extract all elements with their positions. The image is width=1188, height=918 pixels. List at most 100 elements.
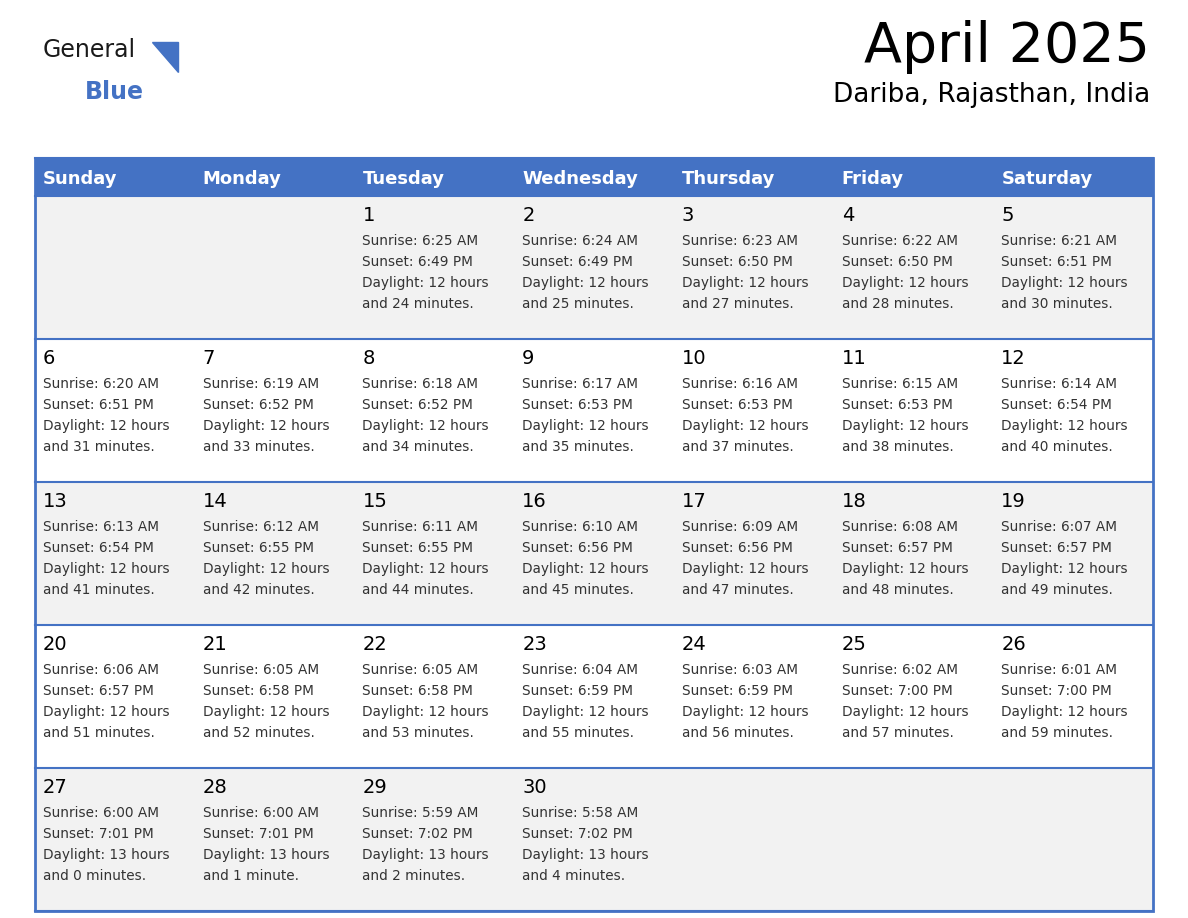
Text: Sunrise: 6:07 AM: Sunrise: 6:07 AM [1001,520,1117,534]
Text: Sunrise: 6:23 AM: Sunrise: 6:23 AM [682,234,798,248]
Text: 4: 4 [841,206,854,225]
Bar [34,625,195,768]
Text: and 47 minutes.: and 47 minutes. [682,583,794,597]
Text: and 37 minutes.: and 37 minutes. [682,440,794,454]
Text: Daylight: 12 hours: Daylight: 12 hours [1001,562,1127,576]
Text: and 25 minutes.: and 25 minutes. [523,297,634,311]
Text: Sunset: 6:50 PM: Sunset: 6:50 PM [682,255,792,269]
Text: Sunrise: 6:24 AM: Sunrise: 6:24 AM [523,234,638,248]
Bar [514,482,674,625]
Text: Sunrise: 6:08 AM: Sunrise: 6:08 AM [841,520,958,534]
Text: Sunrise: 6:02 AM: Sunrise: 6:02 AM [841,663,958,677]
Text: and 59 minutes.: and 59 minutes. [1001,726,1113,740]
Bar [514,768,674,911]
Text: Sunrise: 6:25 AM: Sunrise: 6:25 AM [362,234,479,248]
Text: Daylight: 12 hours: Daylight: 12 hours [362,419,489,433]
Bar [514,339,674,482]
Text: Sunset: 6:49 PM: Sunset: 6:49 PM [523,255,633,269]
Text: Sunrise: 6:05 AM: Sunrise: 6:05 AM [203,663,318,677]
Text: 7: 7 [203,349,215,368]
Text: Sunset: 6:52 PM: Sunset: 6:52 PM [203,398,314,412]
Text: 10: 10 [682,349,707,368]
Bar [993,768,1154,911]
Text: Sunset: 6:54 PM: Sunset: 6:54 PM [43,541,154,555]
Text: and 56 minutes.: and 56 minutes. [682,726,794,740]
Text: Wednesday: Wednesday [523,170,638,188]
Bar [34,158,1154,911]
Text: Daylight: 12 hours: Daylight: 12 hours [203,419,329,433]
Text: Sunrise: 6:14 AM: Sunrise: 6:14 AM [1001,377,1117,391]
Text: 1: 1 [362,206,374,225]
Text: Sunset: 6:57 PM: Sunset: 6:57 PM [841,541,953,555]
Text: Saturday: Saturday [1001,170,1093,188]
Text: Dariba, Rajasthan, India: Dariba, Rajasthan, India [833,82,1150,108]
Bar [195,768,354,911]
Text: Sunset: 6:59 PM: Sunset: 6:59 PM [682,684,792,698]
Text: Sunrise: 6:00 AM: Sunrise: 6:00 AM [203,806,318,820]
Text: and 1 minute.: and 1 minute. [203,869,298,883]
Text: Sunset: 6:55 PM: Sunset: 6:55 PM [362,541,474,555]
Bar [34,768,195,911]
Text: 16: 16 [523,492,546,511]
Text: and 42 minutes.: and 42 minutes. [203,583,315,597]
Bar [354,625,514,768]
Bar [993,625,1154,768]
Bar [195,158,354,196]
Text: Sunset: 6:53 PM: Sunset: 6:53 PM [682,398,792,412]
Text: General: General [43,38,137,62]
Text: Sunset: 6:51 PM: Sunset: 6:51 PM [1001,255,1112,269]
Text: and 4 minutes.: and 4 minutes. [523,869,625,883]
Text: Sunrise: 6:11 AM: Sunrise: 6:11 AM [362,520,479,534]
Text: Sunrise: 6:06 AM: Sunrise: 6:06 AM [43,663,159,677]
Text: Sunrise: 6:03 AM: Sunrise: 6:03 AM [682,663,798,677]
Bar [195,625,354,768]
Text: and 38 minutes.: and 38 minutes. [841,440,953,454]
Text: and 48 minutes.: and 48 minutes. [841,583,953,597]
Text: 9: 9 [523,349,535,368]
Text: Daylight: 12 hours: Daylight: 12 hours [841,705,968,719]
Text: Daylight: 12 hours: Daylight: 12 hours [362,276,489,290]
Text: Sunrise: 6:00 AM: Sunrise: 6:00 AM [43,806,159,820]
Bar [34,158,195,196]
Text: Daylight: 12 hours: Daylight: 12 hours [203,562,329,576]
Text: 24: 24 [682,635,707,654]
Bar [195,196,354,339]
Bar [674,482,834,625]
Text: Sunset: 6:51 PM: Sunset: 6:51 PM [43,398,154,412]
Text: Daylight: 12 hours: Daylight: 12 hours [1001,276,1127,290]
Text: Daylight: 13 hours: Daylight: 13 hours [523,848,649,862]
Bar [993,339,1154,482]
Bar [514,625,674,768]
Text: 30: 30 [523,778,546,797]
Text: 15: 15 [362,492,387,511]
Text: Sunset: 6:49 PM: Sunset: 6:49 PM [362,255,473,269]
Text: Sunset: 7:00 PM: Sunset: 7:00 PM [841,684,953,698]
Text: 22: 22 [362,635,387,654]
Bar [34,339,195,482]
Bar [354,768,514,911]
Text: Sunset: 6:50 PM: Sunset: 6:50 PM [841,255,953,269]
Text: and 57 minutes.: and 57 minutes. [841,726,954,740]
Text: Daylight: 12 hours: Daylight: 12 hours [682,276,809,290]
Text: Daylight: 12 hours: Daylight: 12 hours [43,562,170,576]
Text: 27: 27 [43,778,68,797]
Text: Sunrise: 6:10 AM: Sunrise: 6:10 AM [523,520,638,534]
Text: Daylight: 12 hours: Daylight: 12 hours [523,276,649,290]
Text: and 30 minutes.: and 30 minutes. [1001,297,1113,311]
Text: Sunrise: 6:21 AM: Sunrise: 6:21 AM [1001,234,1117,248]
Text: Sunrise: 6:17 AM: Sunrise: 6:17 AM [523,377,638,391]
Text: Daylight: 12 hours: Daylight: 12 hours [523,705,649,719]
Bar [34,196,195,339]
Text: Sunset: 6:57 PM: Sunset: 6:57 PM [1001,541,1112,555]
Text: Sunrise: 6:22 AM: Sunrise: 6:22 AM [841,234,958,248]
Text: 21: 21 [203,635,227,654]
Text: Daylight: 12 hours: Daylight: 12 hours [841,562,968,576]
Text: Daylight: 13 hours: Daylight: 13 hours [43,848,170,862]
Text: April 2025: April 2025 [864,20,1150,74]
Text: 17: 17 [682,492,707,511]
Bar [834,625,993,768]
Text: Daylight: 12 hours: Daylight: 12 hours [43,705,170,719]
Text: 18: 18 [841,492,866,511]
Text: and 33 minutes.: and 33 minutes. [203,440,315,454]
Text: and 41 minutes.: and 41 minutes. [43,583,154,597]
